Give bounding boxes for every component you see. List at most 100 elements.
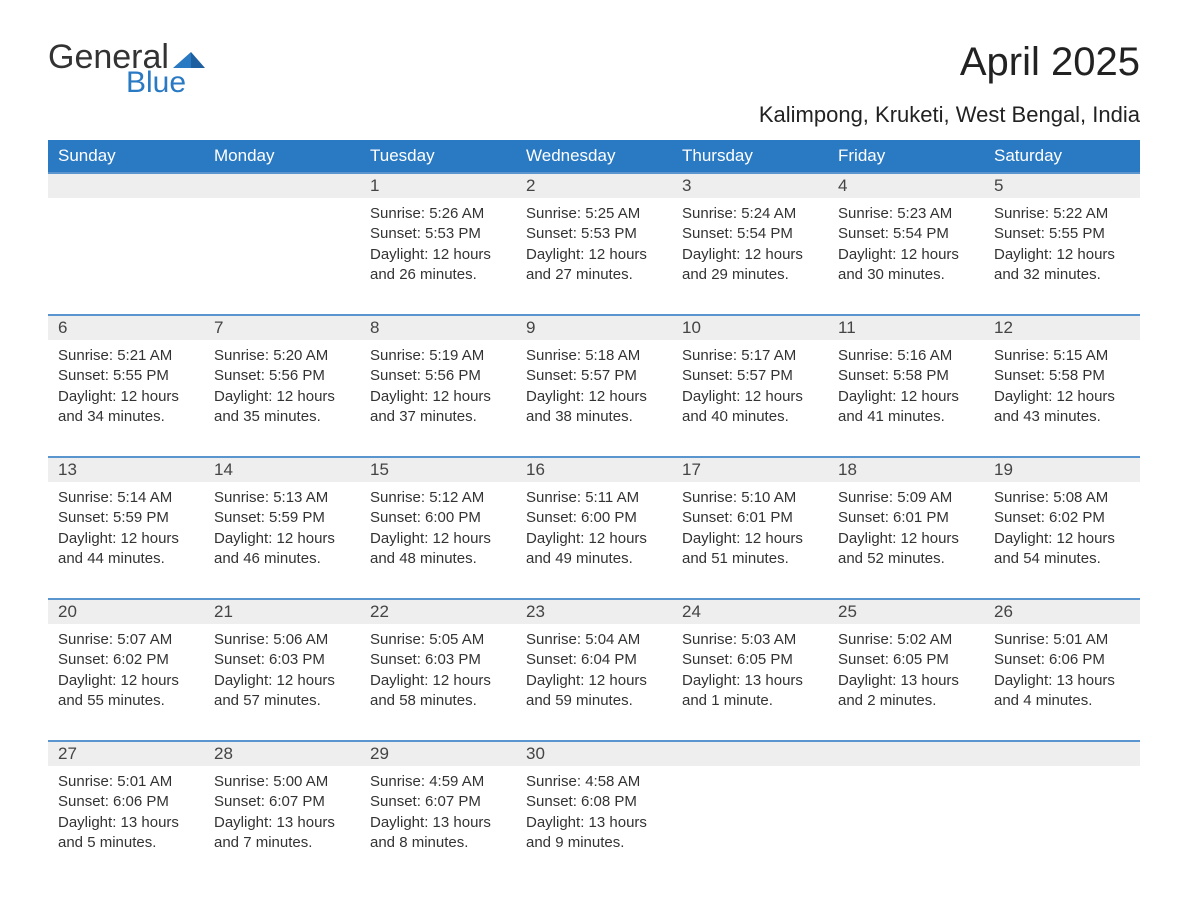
sunrise-line: Sunrise: 5:18 AM <box>526 346 662 366</box>
sunset-line: Sunset: 6:06 PM <box>58 792 194 812</box>
day-number-cell: 11 <box>828 315 984 340</box>
daylight-line: Daylight: 12 hours and 52 minutes. <box>838 529 974 570</box>
day-detail-cell: Sunrise: 5:25 AMSunset: 5:53 PMDaylight:… <box>516 198 672 303</box>
day-number-cell: 25 <box>828 599 984 624</box>
day-number-cell: 21 <box>204 599 360 624</box>
day-detail-cell: Sunrise: 5:10 AMSunset: 6:01 PMDaylight:… <box>672 482 828 587</box>
daylight-line: Daylight: 12 hours and 32 minutes. <box>994 245 1130 286</box>
sunrise-line: Sunrise: 5:01 AM <box>58 772 194 792</box>
sunrise-line: Sunrise: 5:23 AM <box>838 204 974 224</box>
day-detail-cell: Sunrise: 5:06 AMSunset: 6:03 PMDaylight:… <box>204 624 360 729</box>
day-header: Sunday <box>48 140 204 173</box>
daynum-row: 13141516171819 <box>48 457 1140 482</box>
sunrise-line: Sunrise: 5:02 AM <box>838 630 974 650</box>
day-detail-cell: Sunrise: 5:24 AMSunset: 5:54 PMDaylight:… <box>672 198 828 303</box>
sunset-line: Sunset: 6:02 PM <box>58 650 194 670</box>
daylight-line: Daylight: 12 hours and 57 minutes. <box>214 671 350 712</box>
sunrise-line: Sunrise: 5:06 AM <box>214 630 350 650</box>
sunset-line: Sunset: 5:56 PM <box>370 366 506 386</box>
sunset-line: Sunset: 5:54 PM <box>682 224 818 244</box>
spacer-cell <box>48 303 1140 315</box>
daylight-line: Daylight: 12 hours and 51 minutes. <box>682 529 818 570</box>
daylight-line: Daylight: 13 hours and 4 minutes. <box>994 671 1130 712</box>
daylight-line: Daylight: 12 hours and 46 minutes. <box>214 529 350 570</box>
sunrise-line: Sunrise: 5:25 AM <box>526 204 662 224</box>
daylight-line: Daylight: 12 hours and 34 minutes. <box>58 387 194 428</box>
day-number-cell: 22 <box>360 599 516 624</box>
day-number-cell: 8 <box>360 315 516 340</box>
day-detail-cell: Sunrise: 5:01 AMSunset: 6:06 PMDaylight:… <box>48 766 204 871</box>
sunset-line: Sunset: 5:58 PM <box>994 366 1130 386</box>
day-number-cell: 14 <box>204 457 360 482</box>
calendar-body: 12345Sunrise: 5:26 AMSunset: 5:53 PMDayl… <box>48 173 1140 871</box>
sunset-line: Sunset: 6:06 PM <box>994 650 1130 670</box>
sunrise-line: Sunrise: 5:08 AM <box>994 488 1130 508</box>
day-detail-cell: Sunrise: 5:09 AMSunset: 6:01 PMDaylight:… <box>828 482 984 587</box>
sunrise-line: Sunrise: 5:16 AM <box>838 346 974 366</box>
day-detail-cell: Sunrise: 5:02 AMSunset: 6:05 PMDaylight:… <box>828 624 984 729</box>
daylight-line: Daylight: 12 hours and 49 minutes. <box>526 529 662 570</box>
sunset-line: Sunset: 6:08 PM <box>526 792 662 812</box>
brand-mark-icon <box>173 46 205 68</box>
day-number-cell: 19 <box>984 457 1140 482</box>
sunset-line: Sunset: 6:07 PM <box>370 792 506 812</box>
day-number-cell: 28 <box>204 741 360 766</box>
sunset-line: Sunset: 5:53 PM <box>370 224 506 244</box>
day-detail-cell: Sunrise: 5:22 AMSunset: 5:55 PMDaylight:… <box>984 198 1140 303</box>
day-number-cell <box>204 173 360 198</box>
day-number-cell: 6 <box>48 315 204 340</box>
day-number-cell <box>828 741 984 766</box>
sunrise-line: Sunrise: 5:13 AM <box>214 488 350 508</box>
day-number-cell: 4 <box>828 173 984 198</box>
day-header: Wednesday <box>516 140 672 173</box>
day-detail-cell: Sunrise: 5:19 AMSunset: 5:56 PMDaylight:… <box>360 340 516 445</box>
day-detail-cell: Sunrise: 5:23 AMSunset: 5:54 PMDaylight:… <box>828 198 984 303</box>
daylight-line: Daylight: 12 hours and 58 minutes. <box>370 671 506 712</box>
sunset-line: Sunset: 5:56 PM <box>214 366 350 386</box>
day-detail-cell: Sunrise: 5:21 AMSunset: 5:55 PMDaylight:… <box>48 340 204 445</box>
location-subtitle: Kalimpong, Kruketi, West Bengal, India <box>48 102 1140 128</box>
sunset-line: Sunset: 6:04 PM <box>526 650 662 670</box>
daylight-line: Daylight: 12 hours and 40 minutes. <box>682 387 818 428</box>
sunrise-line: Sunrise: 5:15 AM <box>994 346 1130 366</box>
sunrise-line: Sunrise: 5:14 AM <box>58 488 194 508</box>
daylight-line: Daylight: 12 hours and 48 minutes. <box>370 529 506 570</box>
sunset-line: Sunset: 5:55 PM <box>58 366 194 386</box>
day-number-cell: 24 <box>672 599 828 624</box>
day-number-cell: 27 <box>48 741 204 766</box>
sunset-line: Sunset: 5:57 PM <box>526 366 662 386</box>
daylight-line: Daylight: 12 hours and 27 minutes. <box>526 245 662 286</box>
detail-row: Sunrise: 5:01 AMSunset: 6:06 PMDaylight:… <box>48 766 1140 871</box>
day-detail-cell <box>828 766 984 871</box>
sunrise-line: Sunrise: 5:12 AM <box>370 488 506 508</box>
day-number-cell: 12 <box>984 315 1140 340</box>
sunset-line: Sunset: 5:58 PM <box>838 366 974 386</box>
day-number-cell: 3 <box>672 173 828 198</box>
spacer-cell <box>48 445 1140 457</box>
day-detail-cell: Sunrise: 5:15 AMSunset: 5:58 PMDaylight:… <box>984 340 1140 445</box>
day-number-cell: 20 <box>48 599 204 624</box>
day-detail-cell <box>48 198 204 303</box>
daylight-line: Daylight: 13 hours and 1 minute. <box>682 671 818 712</box>
day-number-cell: 15 <box>360 457 516 482</box>
daylight-line: Daylight: 12 hours and 55 minutes. <box>58 671 194 712</box>
day-detail-cell: Sunrise: 5:16 AMSunset: 5:58 PMDaylight:… <box>828 340 984 445</box>
day-number-cell: 23 <box>516 599 672 624</box>
daynum-row: 6789101112 <box>48 315 1140 340</box>
day-header: Monday <box>204 140 360 173</box>
daylight-line: Daylight: 12 hours and 44 minutes. <box>58 529 194 570</box>
day-header-row: SundayMondayTuesdayWednesdayThursdayFrid… <box>48 140 1140 173</box>
day-detail-cell <box>672 766 828 871</box>
daylight-line: Daylight: 13 hours and 5 minutes. <box>58 813 194 854</box>
day-number-cell: 7 <box>204 315 360 340</box>
daylight-line: Daylight: 12 hours and 35 minutes. <box>214 387 350 428</box>
sunrise-line: Sunrise: 5:22 AM <box>994 204 1130 224</box>
day-detail-cell: Sunrise: 5:26 AMSunset: 5:53 PMDaylight:… <box>360 198 516 303</box>
brand-logo: General Blue <box>48 40 205 98</box>
day-detail-cell: Sunrise: 5:05 AMSunset: 6:03 PMDaylight:… <box>360 624 516 729</box>
day-header: Friday <box>828 140 984 173</box>
detail-row: Sunrise: 5:21 AMSunset: 5:55 PMDaylight:… <box>48 340 1140 445</box>
day-detail-cell: Sunrise: 5:04 AMSunset: 6:04 PMDaylight:… <box>516 624 672 729</box>
spacer-row <box>48 445 1140 457</box>
day-detail-cell: Sunrise: 5:08 AMSunset: 6:02 PMDaylight:… <box>984 482 1140 587</box>
